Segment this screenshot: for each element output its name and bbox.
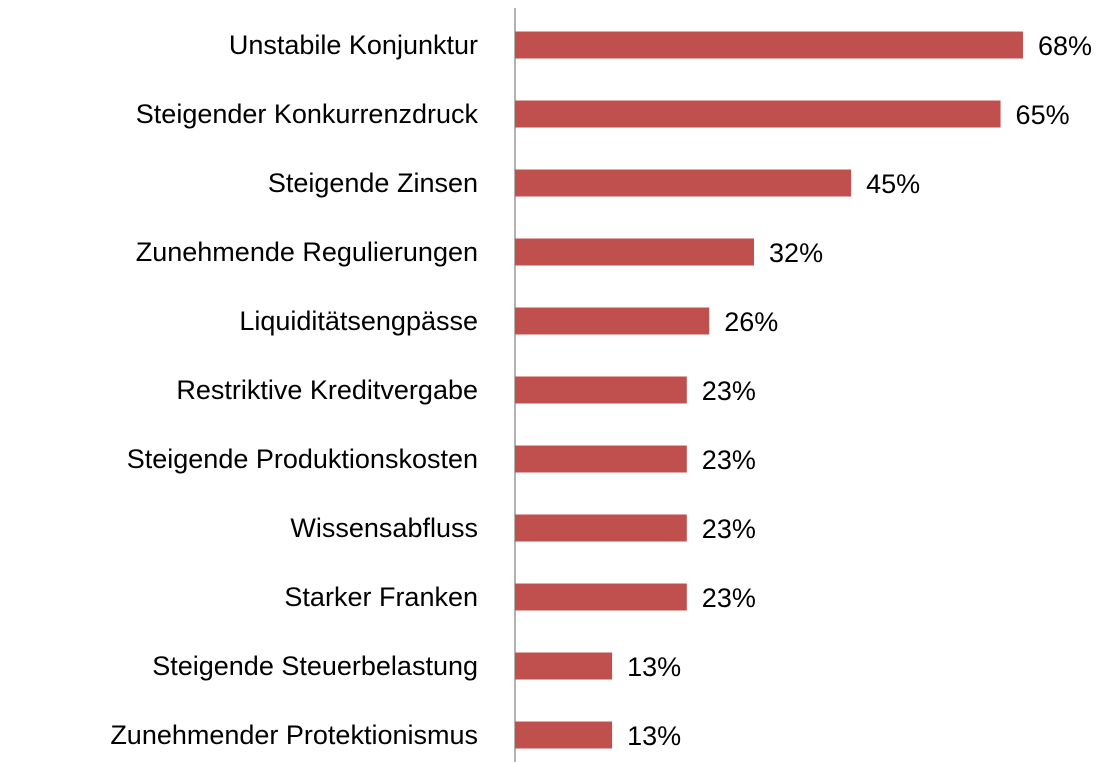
category-label: Wissensabfluss: [290, 513, 478, 543]
category-label: Steigende Steuerbelastung: [152, 651, 478, 681]
category-label: Zunehmende Regulierungen: [136, 237, 478, 267]
bar: [515, 238, 755, 266]
bar: [515, 307, 710, 335]
bar: [515, 31, 1023, 59]
value-label: 23%: [702, 376, 756, 406]
bar: [515, 514, 687, 542]
bar: [515, 652, 613, 680]
value-label: 65%: [1016, 100, 1070, 130]
category-label: Restriktive Kreditvergabe: [176, 375, 478, 405]
bar: [515, 445, 687, 473]
value-label: 32%: [769, 238, 823, 268]
bar: [515, 100, 1001, 128]
category-label: Steigender Konkurrenzdruck: [136, 99, 479, 129]
value-label: 23%: [702, 445, 756, 475]
category-label: Unstabile Konjunktur: [229, 30, 478, 60]
bar: [515, 169, 852, 197]
value-label: 13%: [627, 721, 681, 751]
category-label: Steigende Produktionskosten: [127, 444, 478, 474]
bar: [515, 376, 687, 404]
value-label: 23%: [702, 514, 756, 544]
value-label: 45%: [866, 169, 920, 199]
category-label: Starker Franken: [284, 582, 478, 612]
category-label: Zunehmender Protektionismus: [110, 720, 478, 750]
category-label: Steigende Zinsen: [268, 168, 478, 198]
bar: [515, 721, 613, 749]
value-label: 26%: [724, 307, 778, 337]
value-label: 23%: [702, 583, 756, 613]
category-label: Liquiditätsengpässe: [239, 306, 478, 336]
value-label: 68%: [1038, 31, 1092, 61]
value-label: 13%: [627, 652, 681, 682]
bar: [515, 583, 687, 611]
